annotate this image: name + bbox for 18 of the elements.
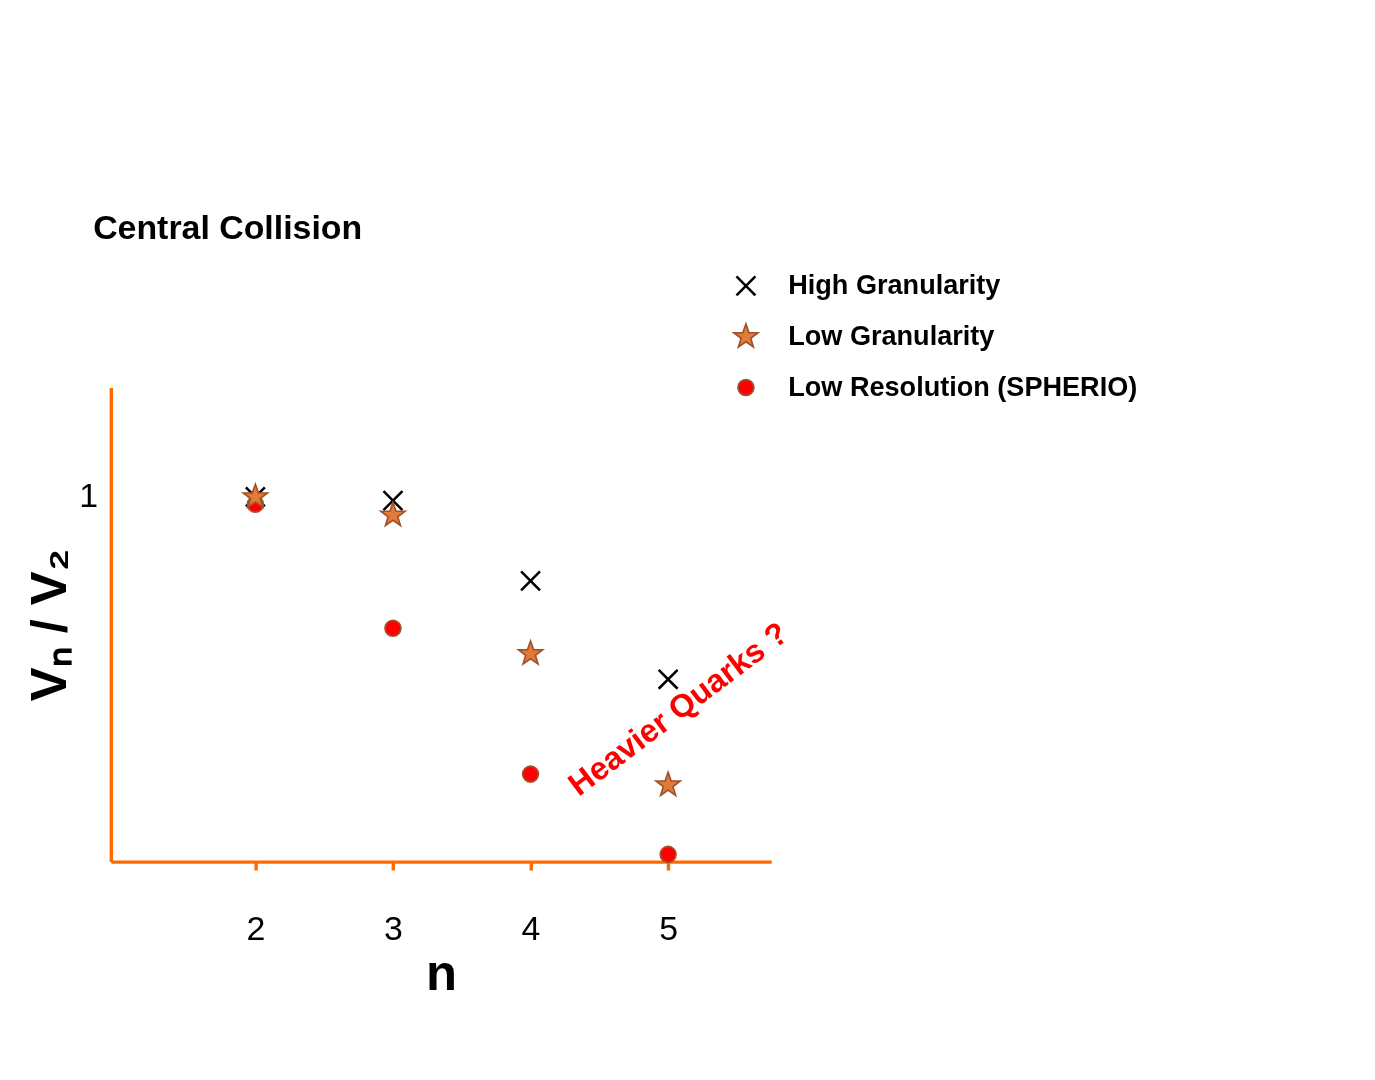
text: 1	[79, 476, 99, 515]
point	[659, 845, 677, 864]
legend-label: Low Resolution (SPHERIO)	[788, 370, 1138, 402]
point	[519, 570, 542, 592]
x-tick-label: 4	[521, 908, 541, 947]
x-tick-label: 3	[383, 908, 403, 947]
x-tick-label: 2	[246, 908, 266, 947]
point	[380, 501, 406, 527]
point	[384, 619, 402, 637]
chart-title: Central Collision	[93, 208, 363, 247]
point	[517, 640, 544, 665]
point	[382, 489, 404, 512]
y-axis-title: Vₙ / V₂	[20, 548, 78, 702]
x-axis-title: n	[426, 943, 458, 1001]
legend-label: Low Granularity	[788, 320, 995, 352]
legend-label: High Granularity	[788, 269, 1001, 301]
point	[521, 765, 540, 783]
x-tick-label: 5	[659, 908, 678, 947]
